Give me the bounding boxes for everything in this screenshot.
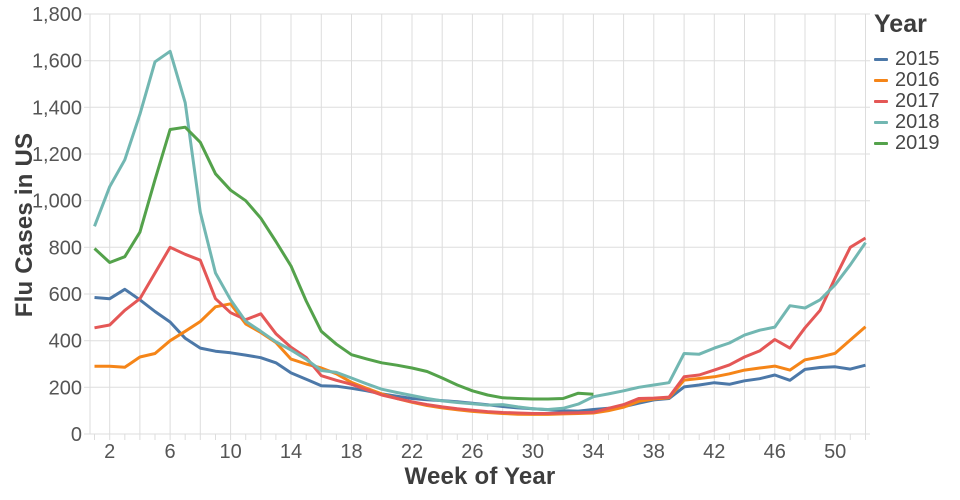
- legend-label: 2016: [895, 69, 940, 91]
- y-tick-labels: 0 200 400 600 800 1,000 1,200 1,400 1,600 1,800: [32, 4, 82, 446]
- legend-item-2016: 2016: [874, 69, 960, 91]
- svg-text:1,000: 1,000: [32, 191, 82, 213]
- legend-label: 2015: [895, 48, 940, 70]
- legend-swatch-2016: [874, 79, 888, 82]
- svg-text:22: 22: [401, 441, 423, 463]
- gridlines: [89, 13, 870, 435]
- svg-text:46: 46: [764, 441, 786, 463]
- svg-text:50: 50: [824, 441, 846, 463]
- svg-text:200: 200: [49, 377, 82, 399]
- svg-text:2: 2: [104, 441, 115, 463]
- legend-label: 2017: [895, 90, 940, 112]
- legend-swatch-2019: [874, 142, 888, 145]
- svg-text:600: 600: [49, 284, 82, 306]
- legend-label: 2018: [895, 111, 940, 133]
- legend-item-2017: 2017: [874, 90, 960, 112]
- svg-text:1,400: 1,400: [32, 97, 82, 119]
- svg-text:800: 800: [49, 237, 82, 259]
- y-axis-title: Flu Cases in US: [11, 132, 38, 318]
- svg-text:10: 10: [219, 441, 241, 463]
- legend-title: Year: [874, 10, 927, 38]
- svg-text:400: 400: [49, 331, 82, 353]
- svg-text:14: 14: [280, 441, 302, 463]
- line-2019: [93, 125, 594, 401]
- svg-text:26: 26: [461, 441, 483, 463]
- line-2017: [94, 236, 867, 415]
- svg-text:42: 42: [703, 441, 725, 463]
- line-2018: [93, 49, 867, 411]
- svg-text:34: 34: [582, 441, 604, 463]
- line-2016: [94, 302, 867, 416]
- svg-text:38: 38: [643, 441, 665, 463]
- legend-swatch-2015: [874, 58, 888, 61]
- legend-swatch-2017: [874, 100, 888, 103]
- svg-text:0: 0: [71, 424, 82, 446]
- legend-label: 2019: [895, 132, 940, 154]
- svg-text:30: 30: [522, 441, 544, 463]
- legend-item-2018: 2018: [874, 111, 960, 133]
- tick-marks: [84, 13, 866, 440]
- legend-swatch-2018: [874, 121, 888, 124]
- legend-item-2015: 2015: [874, 48, 960, 70]
- svg-text:6: 6: [165, 441, 176, 463]
- svg-text:1,200: 1,200: [32, 144, 82, 166]
- svg-text:18: 18: [340, 441, 362, 463]
- legend: Year 2015 2016 2017 2018 2019: [874, 10, 960, 154]
- svg-text:1,800: 1,800: [32, 4, 82, 26]
- svg-text:1,600: 1,600: [32, 51, 82, 73]
- x-axis-title: Week of Year: [404, 463, 556, 490]
- x-tick-labels: 2 6 10 14 18 22 26 30 34 38 42 46 50: [104, 441, 846, 463]
- legend-item-2019: 2019: [874, 132, 960, 154]
